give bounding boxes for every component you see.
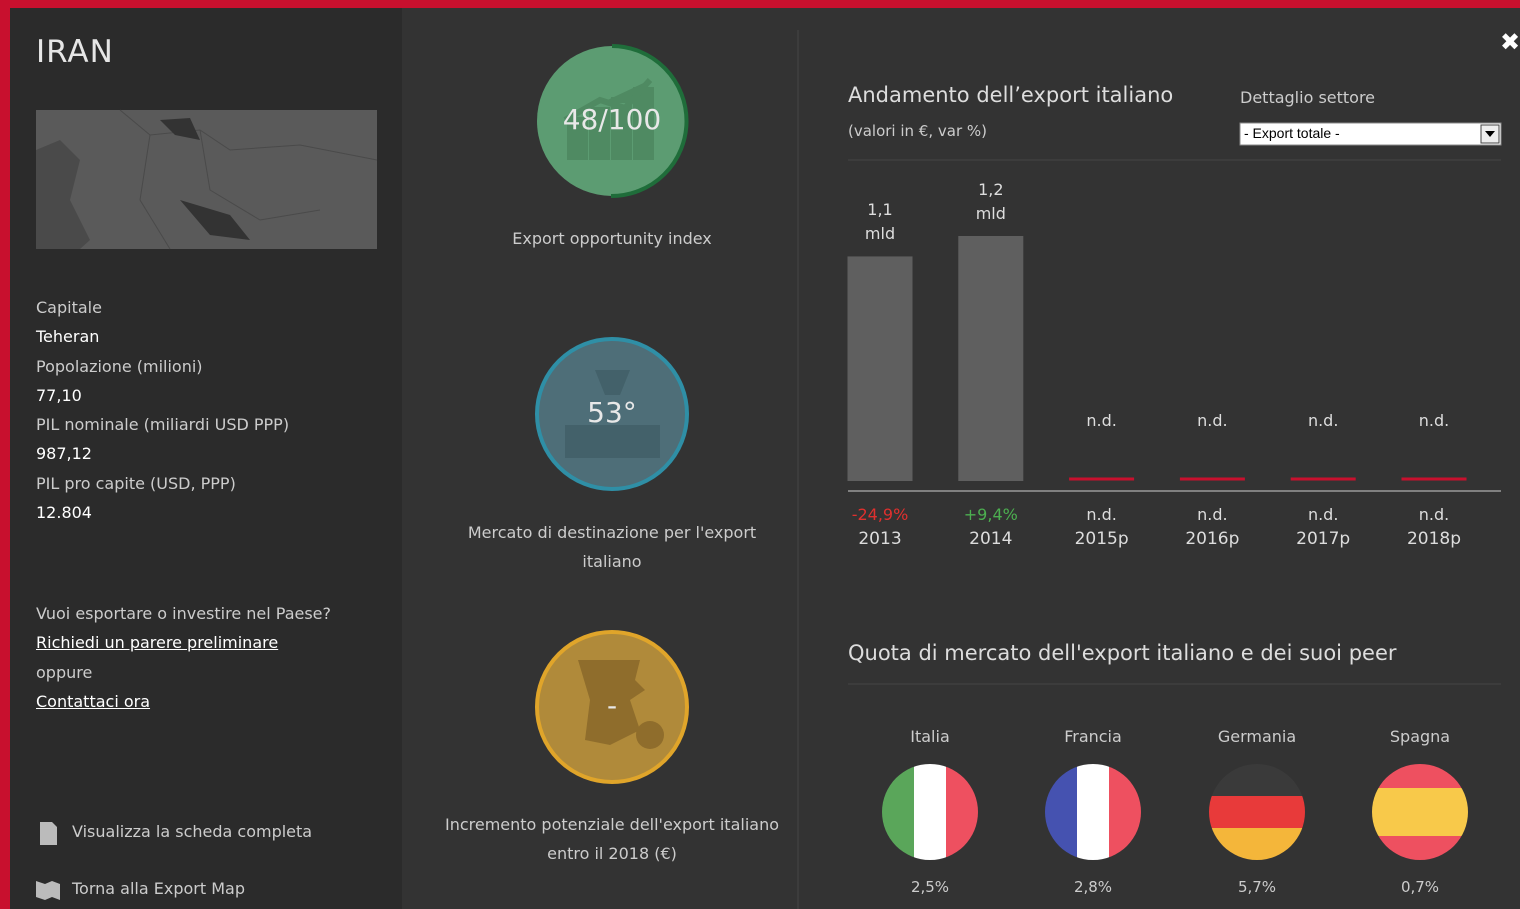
x-tick-label: 2018p bbox=[1406, 529, 1462, 549]
close-button[interactable]: ✖ bbox=[1500, 28, 1520, 56]
footer-link[interactable]: Visualizza la scheda completa bbox=[72, 822, 313, 841]
x-tick-label: 2017p bbox=[1296, 529, 1351, 549]
x-tick-label: 2014 bbox=[969, 529, 1013, 549]
fact-value: 77,10 bbox=[36, 385, 82, 405]
filter-label: Dettaglio settore bbox=[1240, 88, 1376, 107]
index-value: 53° bbox=[587, 396, 637, 429]
flag-germany bbox=[1209, 764, 1305, 860]
index-caption: Incremento potenziale dell'export italia… bbox=[444, 815, 780, 863]
gauge-1 bbox=[537, 44, 689, 199]
icon-map bbox=[36, 881, 60, 900]
cta-link[interactable]: Richiedi un parere preliminare bbox=[36, 633, 279, 652]
change-label: n.d. bbox=[1086, 505, 1117, 524]
change-label: n.d. bbox=[1418, 505, 1450, 524]
dropdown[interactable] bbox=[1239, 122, 1502, 146]
flag-spain bbox=[1372, 764, 1468, 860]
change-label: -24,9% bbox=[851, 505, 909, 524]
filter-value[interactable]: - Export totale - bbox=[1244, 125, 1340, 141]
peer-name: Germania bbox=[1217, 727, 1297, 746]
value-label: n.d. bbox=[1307, 411, 1339, 430]
peer-share: 5,7% bbox=[1237, 878, 1277, 896]
fact-value: 12.804 bbox=[36, 502, 92, 522]
index-value: 48/100 bbox=[562, 103, 662, 136]
value-label: n.d. bbox=[1418, 411, 1450, 430]
cta-or: oppure bbox=[36, 663, 93, 682]
peer-share: 0,7% bbox=[1400, 878, 1440, 896]
fact-label: PIL pro capite (USD, PPP) bbox=[36, 473, 236, 493]
chart-subtitle: (valori in €, var %) bbox=[848, 122, 987, 140]
value-label: 1,2 mld bbox=[975, 180, 1006, 223]
index-value: - bbox=[606, 689, 618, 722]
peer-share: 2,8% bbox=[1073, 878, 1113, 896]
footer-link[interactable]: Torna alla Export Map bbox=[72, 879, 245, 898]
value-label: n.d. bbox=[1197, 411, 1228, 430]
flag-france bbox=[1045, 764, 1141, 860]
peer-name: Spagna bbox=[1389, 727, 1451, 746]
x-tick-label: 2013 bbox=[858, 529, 902, 549]
index-caption: Export opportunity index bbox=[512, 229, 712, 248]
flag-italy bbox=[882, 764, 978, 860]
chart-title: Andamento dell’export italiano bbox=[848, 83, 1174, 107]
fact-label: Popolazione (milioni) bbox=[36, 356, 203, 376]
fact-value: Teheran bbox=[36, 327, 100, 346]
bar bbox=[847, 256, 913, 481]
bar bbox=[958, 236, 1024, 481]
fact-value: 987,12 bbox=[36, 444, 92, 463]
cta-question: Vuoi esportare o investire nel Paese? bbox=[36, 604, 332, 623]
fact-label: PIL nominale (miliardi USD PPP) bbox=[36, 415, 290, 434]
country-title: IRAN bbox=[36, 34, 114, 70]
icon-doc bbox=[40, 822, 57, 845]
peer-name: Francia bbox=[1064, 727, 1122, 746]
value-label: n.d. bbox=[1086, 411, 1117, 430]
x-tick-label: 2016p bbox=[1185, 529, 1240, 549]
gauge-3 bbox=[535, 630, 689, 784]
peer-share: 2,5% bbox=[910, 878, 950, 896]
peers-title: Quota di mercato dell'export italiano e … bbox=[848, 641, 1397, 665]
value-label: 1,1 mld bbox=[864, 200, 896, 244]
gauge-2 bbox=[535, 337, 689, 491]
fact-label: Capitale bbox=[36, 298, 102, 317]
arrow-glyph bbox=[1485, 131, 1495, 137]
map-sea bbox=[36, 140, 90, 249]
index-caption: Mercato di destinazione per l'export ita… bbox=[467, 523, 757, 571]
map-water bbox=[160, 118, 250, 240]
cta-link[interactable]: Contattaci ora bbox=[36, 692, 151, 711]
peer-name: Italia bbox=[910, 727, 950, 746]
change-label: +9,4% bbox=[963, 505, 1018, 524]
map-borders bbox=[119, 109, 378, 250]
change-label: n.d. bbox=[1197, 505, 1228, 524]
x-tick-label: 2015p bbox=[1074, 529, 1129, 549]
change-label: n.d. bbox=[1307, 505, 1339, 524]
